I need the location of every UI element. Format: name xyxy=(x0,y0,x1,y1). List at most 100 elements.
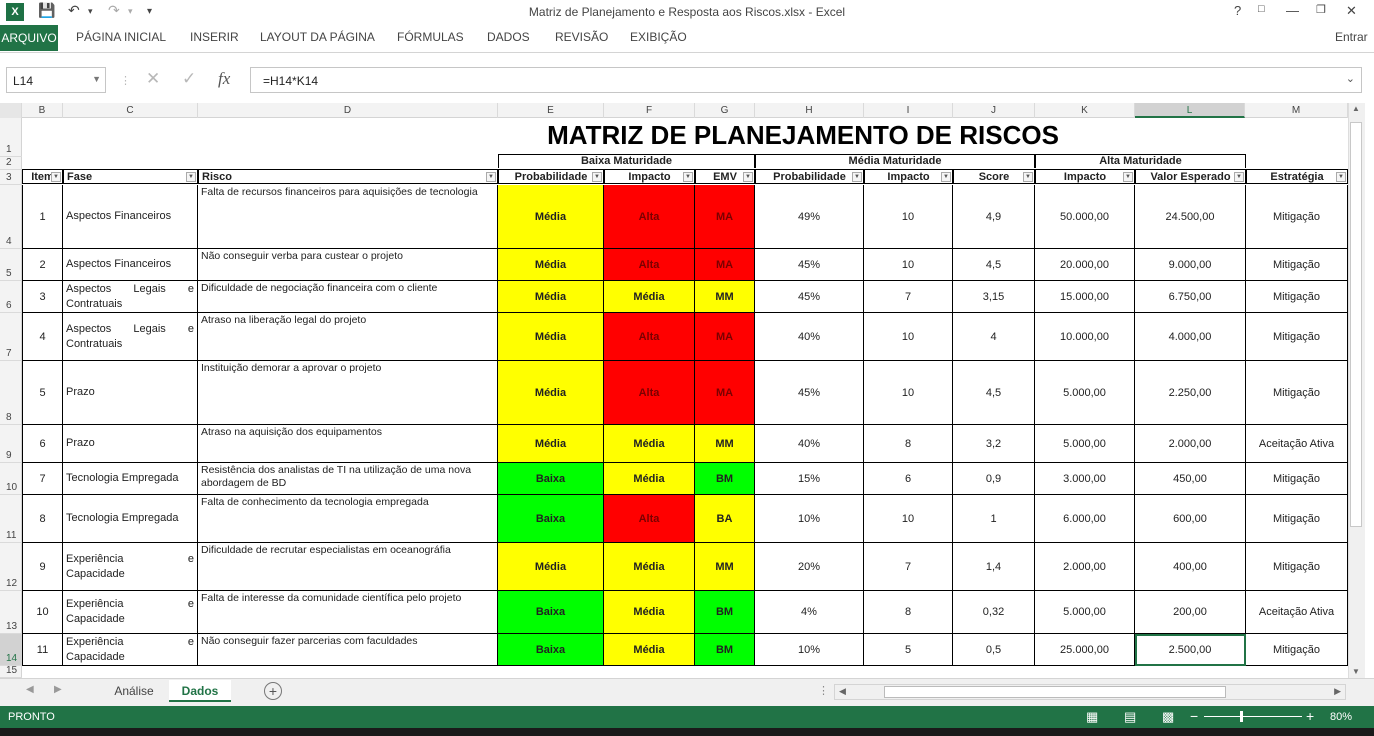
cell-impacto-val[interactable]: 2.000,00 xyxy=(1035,543,1135,591)
cell-imp[interactable]: Alta xyxy=(604,185,695,249)
cell-impacto[interactable]: 10 xyxy=(864,185,953,249)
redo-dropdown-icon[interactable]: ▾ xyxy=(128,6,133,16)
zoom-slider-track[interactable] xyxy=(1204,716,1302,717)
tab-dados[interactable]: DADOS xyxy=(487,30,530,44)
col-header-f[interactable]: F xyxy=(604,103,695,118)
cell-risco[interactable]: Resistência dos analistas de TI na utili… xyxy=(198,463,498,495)
sign-in-link[interactable]: Entrar xyxy=(1335,30,1368,44)
prev-sheet-icon[interactable]: ◀ xyxy=(26,684,34,695)
row-header[interactable]: 7 xyxy=(0,313,22,361)
filter-dropdown-icon[interactable]: ▼ xyxy=(592,172,602,182)
cell-prob[interactable]: Baixa xyxy=(498,591,604,634)
row-header[interactable]: 6 xyxy=(0,281,22,313)
cell-prob-pct[interactable]: 45% xyxy=(755,361,864,425)
cell-risco[interactable]: Não conseguir verba para custear o proje… xyxy=(198,249,498,281)
cell-item[interactable]: 6 xyxy=(22,425,63,463)
cell-imp[interactable]: Alta xyxy=(604,313,695,361)
filter-dropdown-icon[interactable]: ▼ xyxy=(941,172,951,182)
cell-fase[interactable]: Aspectos Financeiros xyxy=(63,249,198,281)
cell-emv[interactable]: MM xyxy=(695,281,755,313)
cell-valor[interactable]: 450,00 xyxy=(1135,463,1246,495)
cell-impacto[interactable]: 6 xyxy=(864,463,953,495)
normal-view-icon[interactable]: ▦ xyxy=(1086,709,1099,724)
tab-revisao[interactable]: REVISÃO xyxy=(555,30,609,44)
cell-item[interactable]: 11 xyxy=(22,634,63,666)
expand-formula-icon[interactable]: ⌄ xyxy=(1345,73,1355,85)
col-header-j[interactable]: J xyxy=(953,103,1035,118)
cell-score[interactable]: 1,4 xyxy=(953,543,1035,591)
cell-item[interactable]: 5 xyxy=(22,361,63,425)
col-header-c[interactable]: C xyxy=(63,103,198,118)
undo-dropdown-icon[interactable]: ▾ xyxy=(88,6,93,16)
filter-dropdown-icon[interactable]: ▼ xyxy=(1336,172,1346,182)
cell-valor[interactable]: 24.500,00 xyxy=(1135,185,1246,249)
row-header[interactable]: 2 xyxy=(0,157,22,170)
close-icon[interactable]: ✕ xyxy=(1346,3,1357,18)
filter-dropdown-icon[interactable]: ▼ xyxy=(1234,172,1244,182)
cell-valor[interactable]: 400,00 xyxy=(1135,543,1246,591)
cell-imp[interactable]: Média xyxy=(604,543,695,591)
row-header[interactable]: 8 xyxy=(0,361,22,425)
cell-estrategia[interactable]: Mitigação xyxy=(1246,543,1348,591)
next-sheet-icon[interactable]: ▶ xyxy=(54,684,62,695)
cell-emv[interactable]: BA xyxy=(695,495,755,543)
filter-dropdown-icon[interactable]: ▼ xyxy=(51,172,61,182)
cell-prob-pct[interactable]: 45% xyxy=(755,249,864,281)
cell-emv[interactable]: BM xyxy=(695,591,755,634)
cell-score[interactable]: 0,32 xyxy=(953,591,1035,634)
tab-split-handle[interactable]: ⋮ xyxy=(818,685,829,697)
row-header[interactable]: 3 xyxy=(0,170,22,185)
cell-estrategia[interactable]: Mitigação xyxy=(1246,495,1348,543)
cell-score[interactable]: 4 xyxy=(953,313,1035,361)
cell-score[interactable]: 0,5 xyxy=(953,634,1035,666)
cell-score[interactable]: 3,15 xyxy=(953,281,1035,313)
page-layout-view-icon[interactable]: ▤ xyxy=(1124,709,1137,724)
cell-emv[interactable]: MM xyxy=(695,425,755,463)
cell-item[interactable]: 1 xyxy=(22,185,63,249)
cell-impacto[interactable]: 7 xyxy=(864,281,953,313)
zoom-out-icon[interactable]: − xyxy=(1190,708,1199,724)
cell-item[interactable]: 3 xyxy=(22,281,63,313)
cell-risco[interactable]: Atraso na aquisição dos equipamentos xyxy=(198,425,498,463)
cell-fase[interactable]: Prazo xyxy=(63,361,198,425)
col-header-k[interactable]: K xyxy=(1035,103,1135,118)
save-icon[interactable]: 💾 xyxy=(38,2,56,18)
col-header-i[interactable]: I xyxy=(864,103,953,118)
cell-fase[interactable]: Prazo xyxy=(63,425,198,463)
cell-imp[interactable]: Média xyxy=(604,425,695,463)
cell-risco[interactable]: Dificuldade de recrutar especialistas em… xyxy=(198,543,498,591)
filter-dropdown-icon[interactable]: ▼ xyxy=(1123,172,1133,182)
cell-fase[interactable]: Tecnologia Empregada xyxy=(63,463,198,495)
row-header[interactable]: 14 xyxy=(0,634,22,666)
cell-impacto-val[interactable]: 20.000,00 xyxy=(1035,249,1135,281)
cell-impacto-val[interactable]: 6.000,00 xyxy=(1035,495,1135,543)
cell-prob[interactable]: Média xyxy=(498,425,604,463)
tab-formulas[interactable]: FÓRMULAS xyxy=(397,30,464,44)
col-header-g[interactable]: G xyxy=(695,103,755,118)
cell-score[interactable]: 4,9 xyxy=(953,185,1035,249)
chevron-down-icon[interactable]: ▼ xyxy=(92,74,101,84)
cell-risco[interactable]: Não conseguir fazer parcerias com faculd… xyxy=(198,634,498,666)
filter-dropdown-icon[interactable]: ▼ xyxy=(1023,172,1033,182)
ribbon-display-icon[interactable]: □ xyxy=(1258,3,1265,15)
row-header[interactable]: 12 xyxy=(0,543,22,591)
cell-prob-pct[interactable]: 40% xyxy=(755,313,864,361)
cell-risco[interactable]: Dificuldade de negociação financeira com… xyxy=(198,281,498,313)
tab-pagina-inicial[interactable]: PÁGINA INICIAL xyxy=(76,30,167,44)
cell-emv[interactable]: MA xyxy=(695,185,755,249)
cell-impacto-val[interactable]: 50.000,00 xyxy=(1035,185,1135,249)
col-header-l[interactable]: L xyxy=(1135,103,1245,118)
cell-risco[interactable]: Falta de recursos financeiros para aquis… xyxy=(198,185,498,249)
cell-impacto-val[interactable]: 3.000,00 xyxy=(1035,463,1135,495)
cell-prob-pct[interactable]: 20% xyxy=(755,543,864,591)
cell-risco[interactable]: Atraso na liberação legal do projeto xyxy=(198,313,498,361)
worksheet-grid[interactable]: MATRIZ DE PLANEJAMENTO DE RISCOS Baixa M… xyxy=(22,118,1348,678)
cell-prob-pct[interactable]: 10% xyxy=(755,634,864,666)
cell-risco[interactable]: Falta de interesse da comunidade científ… xyxy=(198,591,498,634)
cell-impacto[interactable]: 10 xyxy=(864,495,953,543)
insert-function-icon[interactable]: fx xyxy=(218,69,231,88)
cell-emv[interactable]: MA xyxy=(695,313,755,361)
cell-impacto-val[interactable]: 5.000,00 xyxy=(1035,425,1135,463)
cell-imp[interactable]: Alta xyxy=(604,495,695,543)
filter-dropdown-icon[interactable]: ▼ xyxy=(743,172,753,182)
